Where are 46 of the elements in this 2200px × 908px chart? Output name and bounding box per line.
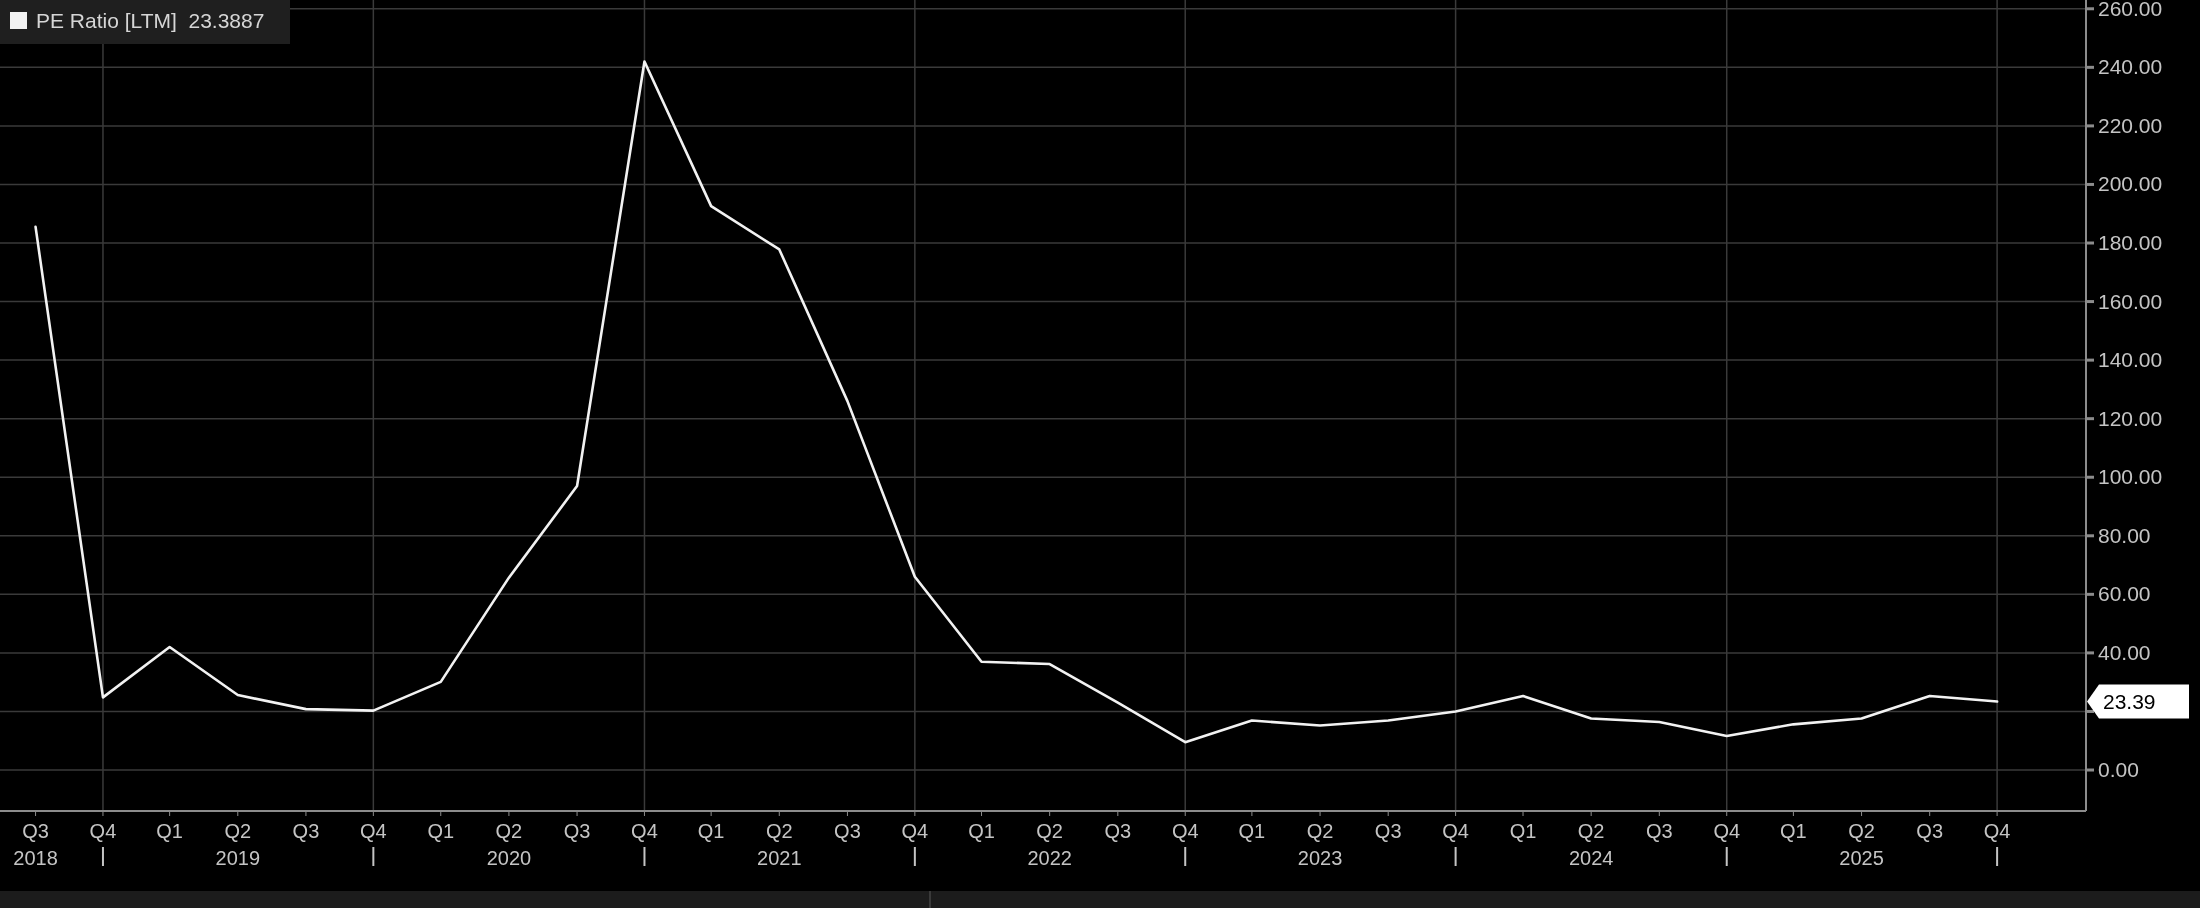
x-tick-label: Q1 [1238,820,1266,842]
legend-label: PE Ratio [LTM] 23.3887 [36,9,265,32]
x-tick-label: Q4 [360,820,387,842]
x-tick-label: Q3 [1645,820,1673,842]
x-tick-label: Q3 [563,820,591,842]
x-tick-label: Q2 2020 [486,820,532,869]
x-tick-label: Q1 [1780,820,1807,842]
y-tick-label: 80.00 [2098,523,2151,547]
x-tick-label: Q4 [1171,820,1199,842]
line-series [34,60,1999,744]
x-tick-label: Q4 [1442,820,1469,842]
y-tick-label: 60.00 [2098,582,2151,606]
x-tick-label: Q1 [427,820,455,842]
y-tick-label: 160.00 [2098,289,2163,313]
y-tick-label: 100.00 [2098,465,2163,489]
x-tick-label: Q1 [1509,820,1537,842]
y-tick-label: 140.00 [2098,348,2163,372]
y-tick-label: 240.00 [2098,55,2163,79]
y-tick-label: 260.00 [2098,0,2163,20]
text: 23.39 [2103,689,2156,713]
x-tick-label: Q3 [834,820,861,842]
x-tick-label: Q3 [1374,820,1402,842]
x-tick-label: Q2 2025 [1839,820,1884,869]
y-tick-label: 40.00 [2098,640,2151,664]
x-tick-label: Q4 [901,820,929,842]
x-tick-label: Q4 [89,820,117,842]
y-tick-label: 120.00 [2098,406,2163,430]
x-tick-label: Q3 [1104,820,1132,842]
y-tick-label: 180.00 [2098,231,2163,255]
y-tick-label: 0.00 [2098,758,2139,782]
x-tick-label: Q4 [1983,820,2011,842]
x-tick-label: Q2 2021 [757,820,802,869]
x-tick-label: Q2 2022 [1027,820,1072,869]
x-tick-label: Q2 2019 [215,820,261,869]
x-tick-label: Q3 2018 [13,820,58,869]
x-tick-label: Q4 [631,820,658,842]
y-tick-label: 200.00 [2098,172,2163,196]
y-tick-label: 220.00 [2098,113,2163,137]
x-tick-label: Q1 [697,820,725,842]
x-tick-label: Q1 [156,820,183,842]
x-tick-label: Q2 2023 [1297,820,1343,869]
x-tick-label: Q3 [1916,820,1944,842]
x-tick-label: Q3 [292,820,320,842]
x-tick-label: Q2 2024 [1568,820,1614,869]
x-tick-label: Q4 [1713,820,1741,842]
x-tick-label: Q1 [968,820,995,842]
